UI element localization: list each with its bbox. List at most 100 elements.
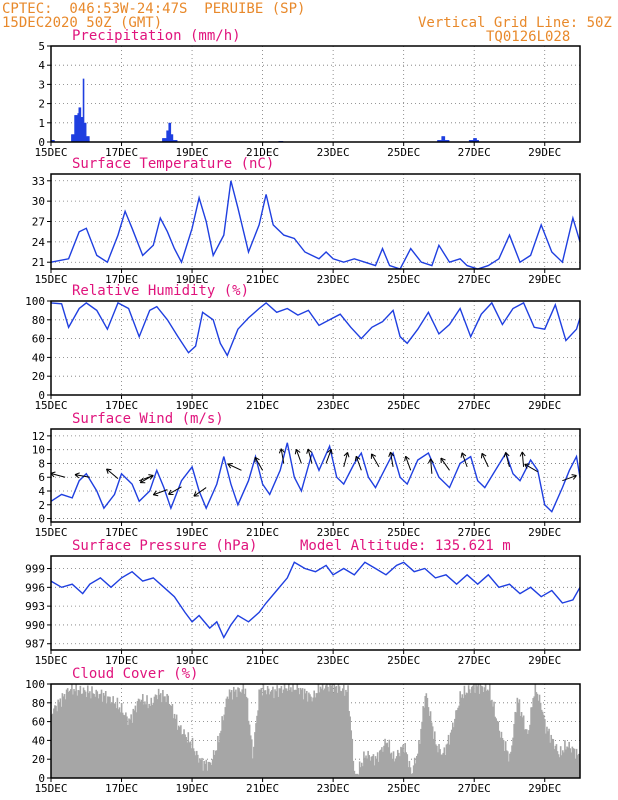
cloud-bar <box>330 686 332 778</box>
x-tick-label: 21DEC <box>246 146 279 159</box>
cloud-bar <box>317 684 320 778</box>
wind-arrow-head <box>294 449 297 455</box>
cloud-bar <box>512 737 514 778</box>
cloud-bar <box>155 695 158 778</box>
cloud-bar <box>278 688 281 778</box>
cloud-bar <box>530 707 532 778</box>
cloud-bar <box>62 696 65 778</box>
cloud-bar <box>120 702 123 778</box>
cloud-bar <box>437 752 439 778</box>
y-tick-label: 1 <box>38 117 45 130</box>
cloud-bar <box>450 729 453 778</box>
cloud-bar <box>308 692 310 778</box>
cloud-bar <box>362 766 364 778</box>
cloud-bar <box>51 714 53 778</box>
cloud-bar <box>392 751 395 778</box>
cloud-bar <box>261 695 264 778</box>
precip-bar <box>84 122 87 142</box>
cloud-bar <box>520 712 523 778</box>
precip-bar <box>468 140 471 142</box>
cloud-bar <box>146 695 148 778</box>
precip-bar <box>82 78 85 142</box>
wind-arrow <box>430 458 433 474</box>
cloud-bar <box>393 761 396 778</box>
x-tick-label: 21DEC <box>246 399 279 412</box>
cloud-bar <box>523 729 526 778</box>
cloud-bar <box>456 709 458 778</box>
cloud-bar <box>565 749 567 778</box>
wind-arrow-head <box>404 456 407 462</box>
cloud-bar <box>169 705 172 778</box>
x-tick-label: 29DEC <box>528 399 561 412</box>
cloud-bar <box>192 748 195 778</box>
cloud-bar <box>74 691 76 778</box>
cloud-bar <box>563 752 565 778</box>
cloud-bar <box>282 689 285 778</box>
y-tick-label: 990 <box>25 619 45 632</box>
cloud-bar <box>350 730 353 778</box>
cloud-bar <box>284 688 287 778</box>
precip-bar <box>80 117 83 142</box>
cloud-bar <box>214 750 217 778</box>
cloud-bar <box>326 684 328 778</box>
cloud-bar <box>468 689 471 778</box>
cloud-bar <box>275 691 277 778</box>
cloud-bar <box>157 688 160 778</box>
precip-bar <box>52 140 54 142</box>
cloud-bar <box>240 692 242 778</box>
cloud-bar <box>144 701 146 778</box>
precip-bar <box>477 140 479 142</box>
cloud-bar <box>66 688 69 778</box>
cloud-bar <box>544 719 546 778</box>
cloud-bar <box>574 759 577 778</box>
cloud-bar <box>301 688 304 778</box>
cloud-bar <box>131 722 134 778</box>
x-tick-label: 21DEC <box>246 526 279 539</box>
cloud-bar <box>476 686 478 778</box>
wind-arrow-head <box>524 463 528 469</box>
cloud-bar <box>337 684 340 778</box>
cloud-bar <box>389 753 392 778</box>
x-tick-label: 19DEC <box>176 273 209 286</box>
cloud-bar <box>532 698 534 778</box>
cloud-bar <box>375 758 378 778</box>
cloud-bar <box>553 749 556 778</box>
cloud-bar <box>129 719 131 778</box>
y-tick-label: 8 <box>38 457 45 470</box>
cloud-bar <box>409 767 412 778</box>
x-tick-label: 29DEC <box>528 273 561 286</box>
cloud-bar <box>90 698 92 778</box>
x-tick-label: 17DEC <box>105 654 138 667</box>
cloud-bar <box>89 691 91 778</box>
wind-arrow <box>307 448 313 464</box>
cloud-bar <box>569 748 572 778</box>
cloud-bar <box>281 693 284 778</box>
cloud-bar <box>222 720 224 778</box>
y-tick-label: 80 <box>32 314 45 327</box>
cloud-bar <box>242 684 245 778</box>
cloud-bar <box>400 746 402 778</box>
cloud-bar <box>245 696 248 778</box>
cloud-bar <box>394 758 397 778</box>
cloud-bar <box>367 750 369 778</box>
cloud-bar <box>140 699 143 778</box>
y-tick-label: 10 <box>32 444 45 457</box>
cloud-bar <box>302 699 305 778</box>
y-tick-label: 20 <box>32 753 45 766</box>
cloud-bar <box>414 763 417 778</box>
x-tick-label: 29DEC <box>528 654 561 667</box>
cloud-bar <box>371 756 374 778</box>
cloud-bar <box>557 754 560 778</box>
x-tick-label: 19DEC <box>176 526 209 539</box>
cloud-bar <box>130 714 132 778</box>
cloud-bar <box>403 752 405 778</box>
cloud-bar <box>125 712 127 778</box>
cloud-bar <box>247 720 250 778</box>
cloud-bar <box>97 698 100 778</box>
wind-arrow-head <box>481 452 487 457</box>
cloud-bar <box>65 689 68 778</box>
cloud-bar <box>137 698 140 778</box>
y-tick-label: 2 <box>38 98 45 111</box>
cloud-bar <box>141 694 144 778</box>
cloud-bar <box>447 734 450 778</box>
